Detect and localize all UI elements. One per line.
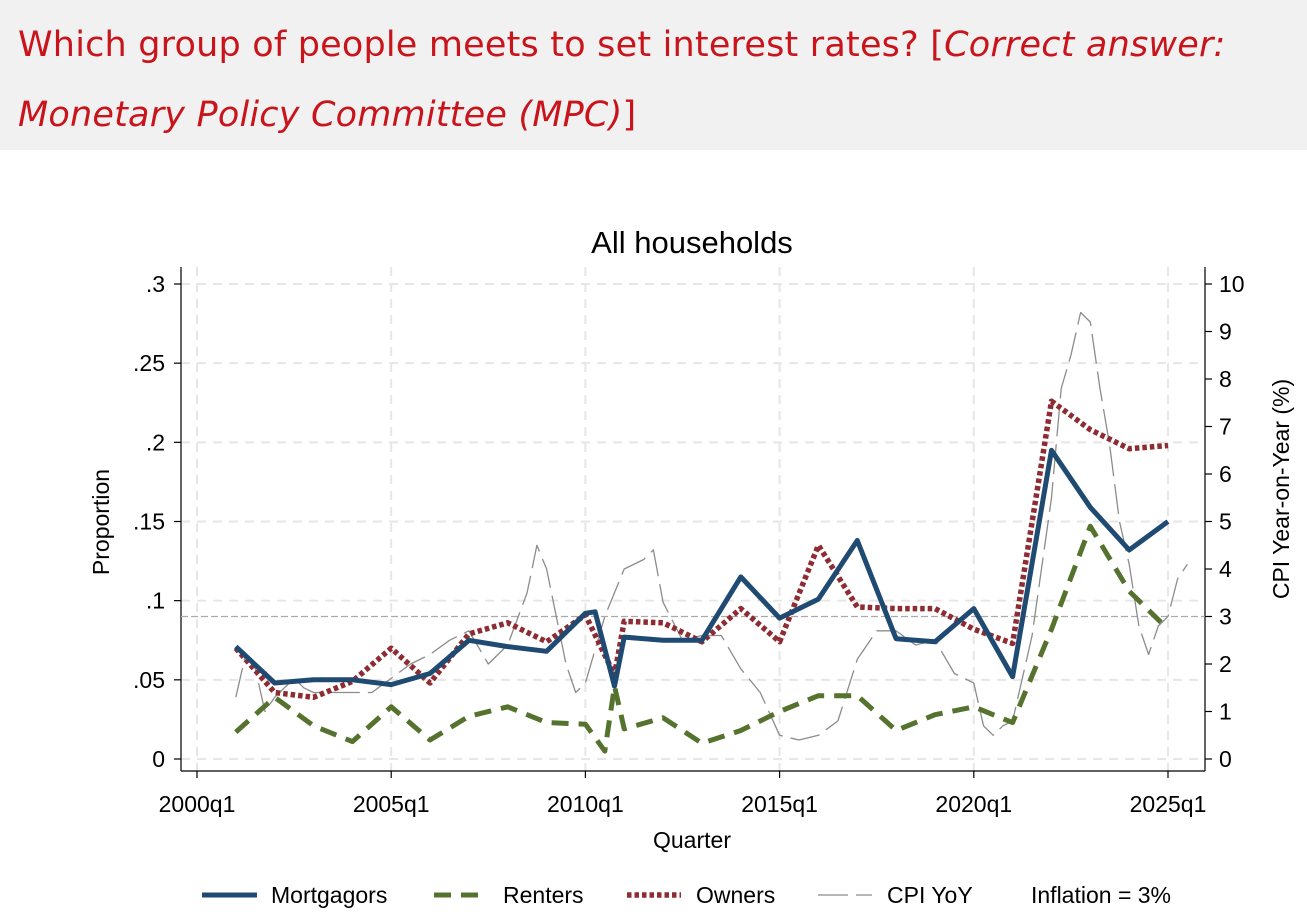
question-close-bracket: ] <box>622 95 637 135</box>
chart: All households Quarter Proportion CPI Ye… <box>88 225 1294 908</box>
y-axis-label: Proportion <box>88 469 114 575</box>
y-right-tick-label: 7 <box>1219 414 1232 440</box>
y-tick-label: .3 <box>146 271 165 297</box>
legend-label: Inflation = 3% <box>1031 882 1171 908</box>
y-tick-label: 0 <box>152 746 165 772</box>
legend: Mortgagors Renters Owners CPI YoY Inflation … <box>202 882 1171 908</box>
legend-label: Renters <box>503 882 584 908</box>
y-tick-label: .2 <box>146 429 165 455</box>
x-tick-label: 2010q1 <box>547 791 624 817</box>
series-line-cpi-yoy <box>235 311 1188 741</box>
x-tick-label: 2005q1 <box>353 791 430 817</box>
x-tick-label: 2020q1 <box>935 791 1012 817</box>
y-right-tick-label: 3 <box>1219 604 1232 630</box>
y-right-tick-label: 1 <box>1219 699 1232 725</box>
x-axis-label: Quarter <box>653 827 731 853</box>
y-right-tick-label: 2 <box>1219 651 1232 677</box>
correct-answer: Correct answer: Monetary Policy Committe… <box>18 25 1226 135</box>
question-banner: Which group of people meets to set inter… <box>0 0 1307 150</box>
series-line-owners <box>233 398 1169 701</box>
y-right-tick-label: 8 <box>1219 366 1232 392</box>
y-right-tick-label: 9 <box>1219 319 1232 345</box>
plot-area: 0 .05 .1 .15 .2 .25 .3 0 1 2 3 4 5 6 7 8 9 10 2000q1 2005q1… <box>133 267 1245 817</box>
y-tick-label: .15 <box>133 509 165 535</box>
legend-label: Mortgagors <box>271 882 387 908</box>
question-prompt: Which group of people meets to set inter… <box>18 25 945 65</box>
y-tick-label: .05 <box>133 667 165 693</box>
y-right-tick-label: 5 <box>1219 509 1232 535</box>
x-tick-label: 2025q1 <box>1130 791 1207 817</box>
legend-label: CPI YoY <box>887 882 973 908</box>
x-tick-label: 2015q1 <box>741 791 818 817</box>
y-right-tick-label: 6 <box>1219 461 1232 487</box>
y-right-tick-label: 0 <box>1219 746 1232 772</box>
y-axis-right-label: CPI Year-on-Year (%) <box>1268 379 1294 599</box>
y-tick-label: .1 <box>146 588 165 614</box>
series-line-mortgagors <box>234 447 1170 689</box>
series-line-renters <box>234 523 1170 754</box>
y-tick-label: .25 <box>133 350 165 376</box>
x-tick-label: 2000q1 <box>159 791 236 817</box>
y-right-tick-label: 4 <box>1219 556 1232 582</box>
legend-label: Owners <box>696 882 775 908</box>
y-right-tick-label: 10 <box>1219 271 1245 297</box>
chart-title: All households <box>591 225 793 260</box>
question-text: Which group of people meets to set inter… <box>18 10 1303 150</box>
